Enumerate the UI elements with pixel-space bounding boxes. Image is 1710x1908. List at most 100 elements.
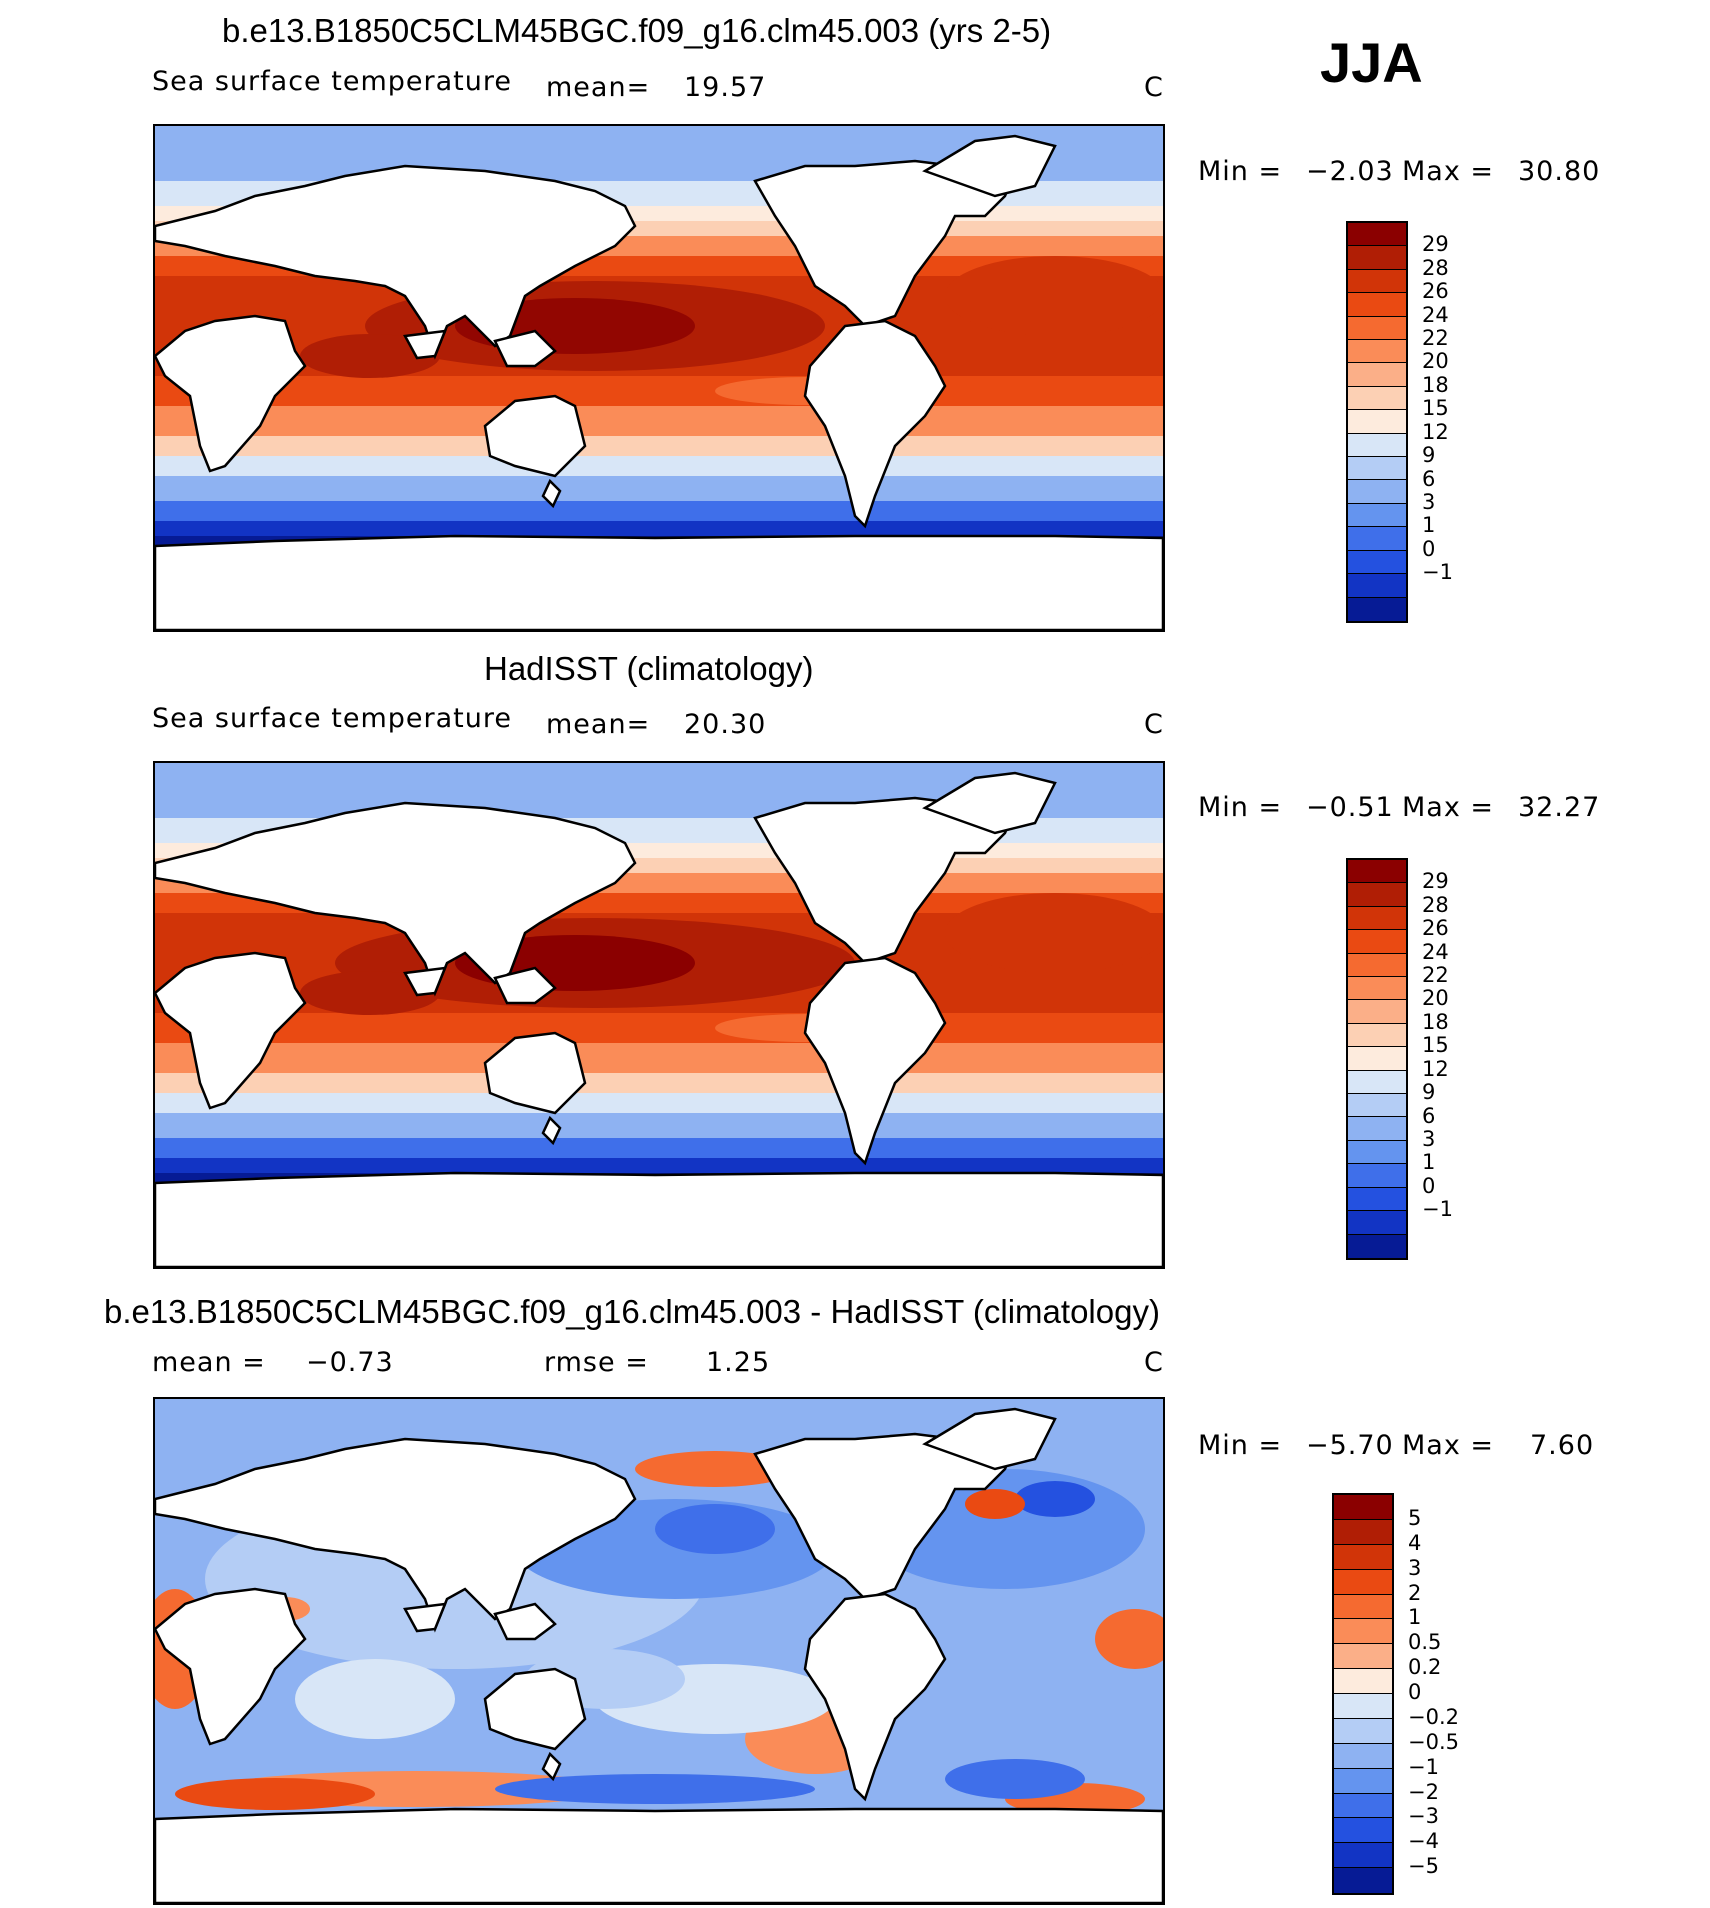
land — [922, 771, 1057, 835]
colorbar-swatch — [1348, 457, 1406, 481]
colorbar-swatch — [1348, 316, 1406, 341]
colorbar-swatch — [1348, 340, 1406, 364]
panel1-max-label: Max = — [1402, 156, 1495, 187]
sst-band — [155, 1073, 1163, 1094]
colorbar-tick-label: −1 — [1408, 1754, 1439, 1779]
colorbar-tick-label: 20 — [1422, 986, 1449, 1011]
colorbar-swatch — [1334, 1718, 1392, 1744]
colorbar-swatch — [1348, 293, 1406, 317]
colorbar-swatch — [1348, 977, 1406, 1001]
land — [403, 329, 447, 360]
sst-band — [155, 1093, 1163, 1114]
land — [155, 164, 637, 360]
colorbar-tick-label: 6 — [1422, 466, 1436, 491]
anomaly-patch — [175, 1778, 375, 1810]
colorbar-swatch — [1348, 410, 1406, 434]
land — [493, 966, 557, 1005]
land — [483, 1031, 587, 1115]
land — [155, 1587, 307, 1746]
season-label: JJA — [1320, 31, 1423, 94]
panel3-rmse-value: 1.25 — [706, 1347, 771, 1378]
land — [403, 966, 447, 997]
colorbar-tick-label: 18 — [1422, 372, 1449, 397]
colorbar-tick-label: −5 — [1408, 1854, 1439, 1879]
colorbar-swatch — [1334, 1768, 1392, 1794]
colorbar-tick-label: 1 — [1408, 1605, 1422, 1630]
colorbar-tick-label: 18 — [1422, 1009, 1449, 1034]
anomaly-patch — [945, 1759, 1085, 1799]
panel2-mean-value: 20.30 — [684, 709, 767, 740]
panel1-variable: Sea surface temperature — [152, 66, 512, 97]
colorbar-tick-label: −4 — [1408, 1829, 1439, 1854]
colorbar-swatch — [1348, 223, 1406, 247]
panel3-mean-value: −0.73 — [306, 1347, 394, 1378]
land — [155, 1437, 637, 1633]
colorbar-tick-label: −1 — [1422, 1197, 1453, 1222]
colorbar-swatch — [1334, 1743, 1392, 1769]
panel3-max-label: Max = — [1402, 1430, 1495, 1461]
colorbar-tick-label: −1 — [1422, 560, 1453, 585]
land — [753, 1432, 1017, 1601]
colorbar-swatch — [1334, 1868, 1392, 1893]
colorbar-swatch — [1334, 1818, 1392, 1844]
panel3-max-value: 7.60 — [1530, 1430, 1595, 1461]
land — [541, 1751, 562, 1782]
colorbar-swatch — [1348, 1070, 1406, 1095]
panel1-mean-label: mean= — [546, 72, 651, 103]
panel3-mean-label: mean = — [152, 1347, 266, 1378]
colorbar-tick-label: 28 — [1422, 892, 1449, 917]
land — [541, 1115, 562, 1146]
land — [483, 394, 587, 478]
panel2-max-label: Max = — [1402, 792, 1495, 823]
panel3-rmse-label: rmse = — [544, 1347, 649, 1378]
sst-band — [155, 1113, 1163, 1139]
indian-ocean-warm — [300, 334, 440, 378]
colorbar-swatch — [1348, 363, 1406, 387]
colorbar-swatch — [1334, 1793, 1392, 1819]
panel2-variable: Sea surface temperature — [152, 703, 512, 734]
sst-band — [155, 376, 1163, 407]
colorbar-tick-label: 20 — [1422, 349, 1449, 374]
anomaly-patch — [495, 1774, 815, 1804]
colorbar-tick-label: 0.2 — [1408, 1655, 1442, 1680]
land — [155, 801, 637, 997]
colorbar-tick-label: 22 — [1422, 963, 1449, 988]
colorbar-swatch — [1334, 1569, 1392, 1595]
land — [922, 1407, 1057, 1471]
colorbar-swatch — [1334, 1644, 1392, 1670]
colorbar-tick-label: 1 — [1422, 513, 1436, 538]
land — [155, 1171, 1163, 1267]
colorbar-tick-label: −3 — [1408, 1804, 1439, 1829]
sst-band — [155, 1158, 1163, 1174]
panel1-min-value: −2.03 — [1306, 156, 1394, 187]
panel3-min-value: −5.70 — [1306, 1430, 1394, 1461]
land — [155, 1807, 1163, 1903]
colorbar-tick-label: 1 — [1422, 1150, 1436, 1175]
panel1-map — [153, 124, 1165, 632]
colorbar-tick-label: 28 — [1422, 255, 1449, 280]
colorbar-swatch — [1348, 930, 1406, 954]
colorbar-tick-label: 4 — [1408, 1530, 1422, 1555]
sst-band — [155, 456, 1163, 477]
colorbar-swatch — [1348, 550, 1406, 575]
colorbar-tick-label: 26 — [1422, 916, 1449, 941]
indian-ocean-warm — [300, 971, 440, 1015]
colorbar-swatch — [1334, 1519, 1392, 1545]
land — [493, 1602, 557, 1641]
colorbar-swatch — [1348, 1047, 1406, 1071]
panel2-min-value: −0.51 — [1306, 792, 1394, 823]
colorbar-tick-label: 0 — [1422, 536, 1436, 561]
panel2-colorbar — [1346, 858, 1408, 1260]
colorbar-tick-label: 15 — [1422, 396, 1449, 421]
colorbar-swatch — [1334, 1544, 1392, 1570]
colorbar-tick-label: 29 — [1422, 869, 1449, 894]
colorbar-swatch — [1348, 527, 1406, 551]
colorbar-tick-label: 12 — [1422, 1056, 1449, 1081]
colorbar-tick-label: 24 — [1422, 939, 1449, 964]
colorbar-tick-label: 12 — [1422, 419, 1449, 444]
colorbar-swatch — [1348, 860, 1406, 884]
sst-band — [155, 1043, 1163, 1074]
colorbar-swatch — [1348, 1164, 1406, 1188]
colorbar-tick-label: 9 — [1422, 1080, 1436, 1105]
colorbar-tick-label: 22 — [1422, 326, 1449, 351]
